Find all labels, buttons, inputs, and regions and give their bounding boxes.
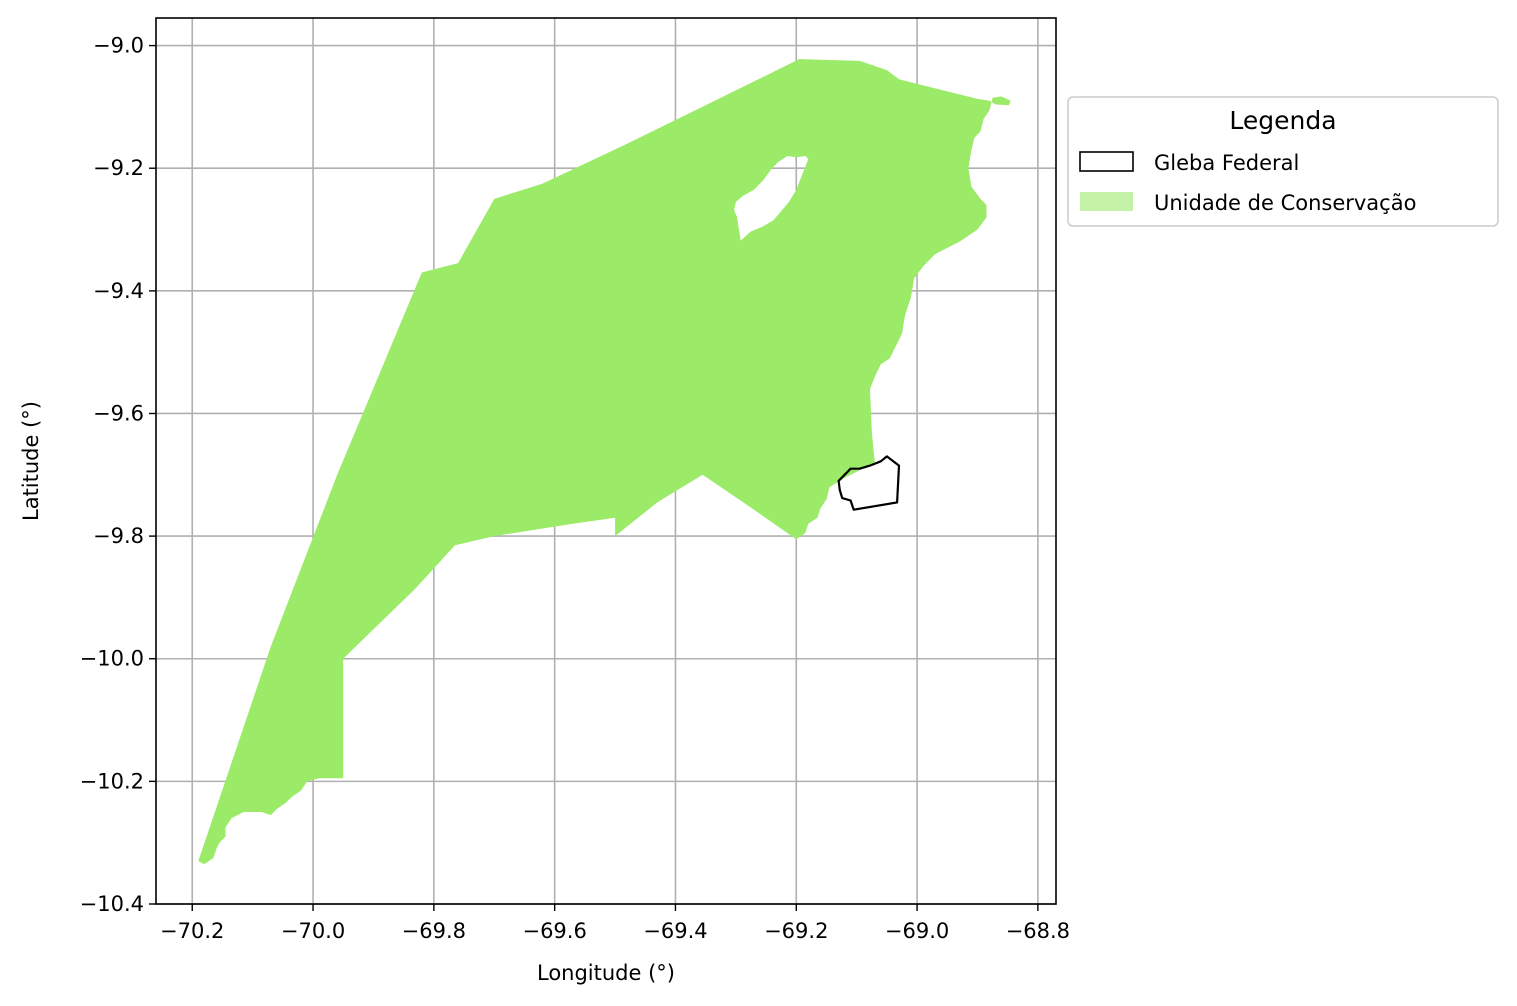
y-tick-label: −10.0 [80,647,144,671]
legend-swatch-unidade-de-conservacao [1080,192,1133,211]
legend: Legenda Gleba Federal Unidade de Conserv… [1067,96,1499,227]
axis-ticks: −70.2 −70.0 −69.8 −69.6 −69.4 −69.2 −69.0 −68.8… [80,34,1070,943]
y-tick-label: −9.4 [93,279,144,303]
legend-swatch-gleba-federal [1079,151,1134,172]
x-tick-label: −69.8 [402,919,466,943]
gleba-federal-outline [837,455,901,511]
y-tick-label: −9.6 [93,401,144,425]
x-tick-label: −69.4 [643,919,707,943]
legend-title: Legenda [1229,106,1336,135]
x-tick-label: −68.8 [1006,919,1070,943]
x-tick-label: −69.6 [522,919,586,943]
legend-label-gleba-federal: Gleba Federal [1154,151,1299,175]
y-axis-label: Latitude (°) [19,401,43,521]
x-tick-label: −69.2 [764,919,828,943]
y-tick-label: −9.2 [93,156,144,180]
unidade-de-conservacao-area [198,59,1011,865]
y-tick-label: −9.0 [93,34,144,58]
x-axis-label: Longitude (°) [537,961,675,985]
x-tick-label: −70.0 [281,919,345,943]
y-tick-label: −10.2 [80,769,144,793]
legend-label-unidade-de-conservacao: Unidade de Conservação [1154,191,1416,215]
legend-frame [1067,96,1499,227]
x-tick-label: −70.2 [160,919,224,943]
plot-frame [155,17,1057,905]
y-tick-label: −10.4 [80,892,144,916]
x-tick-label: −69.0 [885,919,949,943]
y-tick-label: −9.8 [93,524,144,548]
